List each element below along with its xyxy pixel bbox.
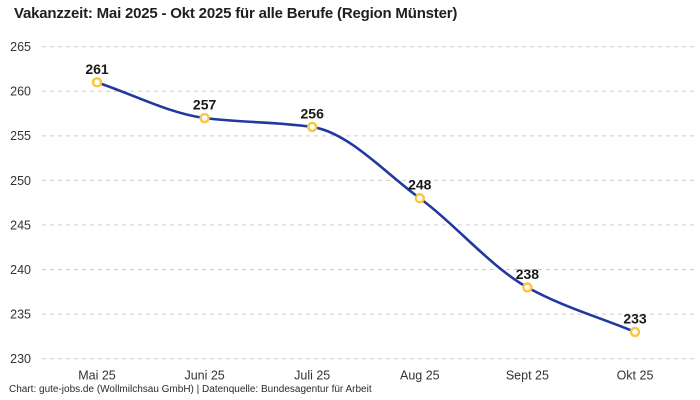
x-axis-tick-sept-25: Sept 25: [506, 369, 549, 383]
chart-footer-credit: Chart: gute-jobs.de (Wollmilchsau GmbH) …: [9, 384, 372, 395]
data-point-label-mai-25: 261: [85, 61, 109, 77]
data-point-label-juli-25: 256: [301, 105, 325, 121]
y-axis-tick-255: 255: [10, 129, 31, 143]
data-point-label-okt-25: 233: [623, 310, 647, 326]
data-point-marker-okt-25: [629, 326, 641, 338]
x-axis-tick-juli-25: Juli 25: [294, 369, 330, 383]
x-axis-tick-okt-25: Okt 25: [617, 369, 654, 383]
data-point-marker-juni-25: [199, 112, 210, 124]
data-point-label-sept-25: 238: [516, 266, 540, 282]
chart-title: Vakanzzeit: Mai 2025 - Okt 2025 für alle…: [14, 5, 458, 22]
y-axis-tick-250: 250: [10, 174, 31, 188]
y-axis-tick-260: 260: [10, 85, 31, 99]
data-point-marker-aug-25: [414, 193, 425, 204]
data-point-label-aug-25: 248: [408, 177, 432, 193]
data-point-marker-juli-25: [307, 121, 318, 133]
x-axis-tick-mai-25: Mai 25: [78, 369, 116, 383]
series-line: [95, 81, 637, 334]
x-axis-tick-aug-25: Aug 25: [400, 369, 440, 383]
x-axis-tick-juni-25: Juni 25: [184, 369, 224, 383]
data-point-marker-sept-25: [522, 282, 533, 293]
y-axis-tick-240: 240: [10, 263, 31, 277]
y-axis-tick-265: 265: [10, 40, 31, 54]
y-axis-tick-235: 235: [10, 308, 31, 322]
data-point-label-juni-25: 257: [193, 97, 217, 113]
y-axis-tick-245: 245: [10, 218, 31, 232]
y-axis-tick-230: 230: [10, 352, 31, 366]
data-point-marker-mai-25: [91, 77, 103, 88]
